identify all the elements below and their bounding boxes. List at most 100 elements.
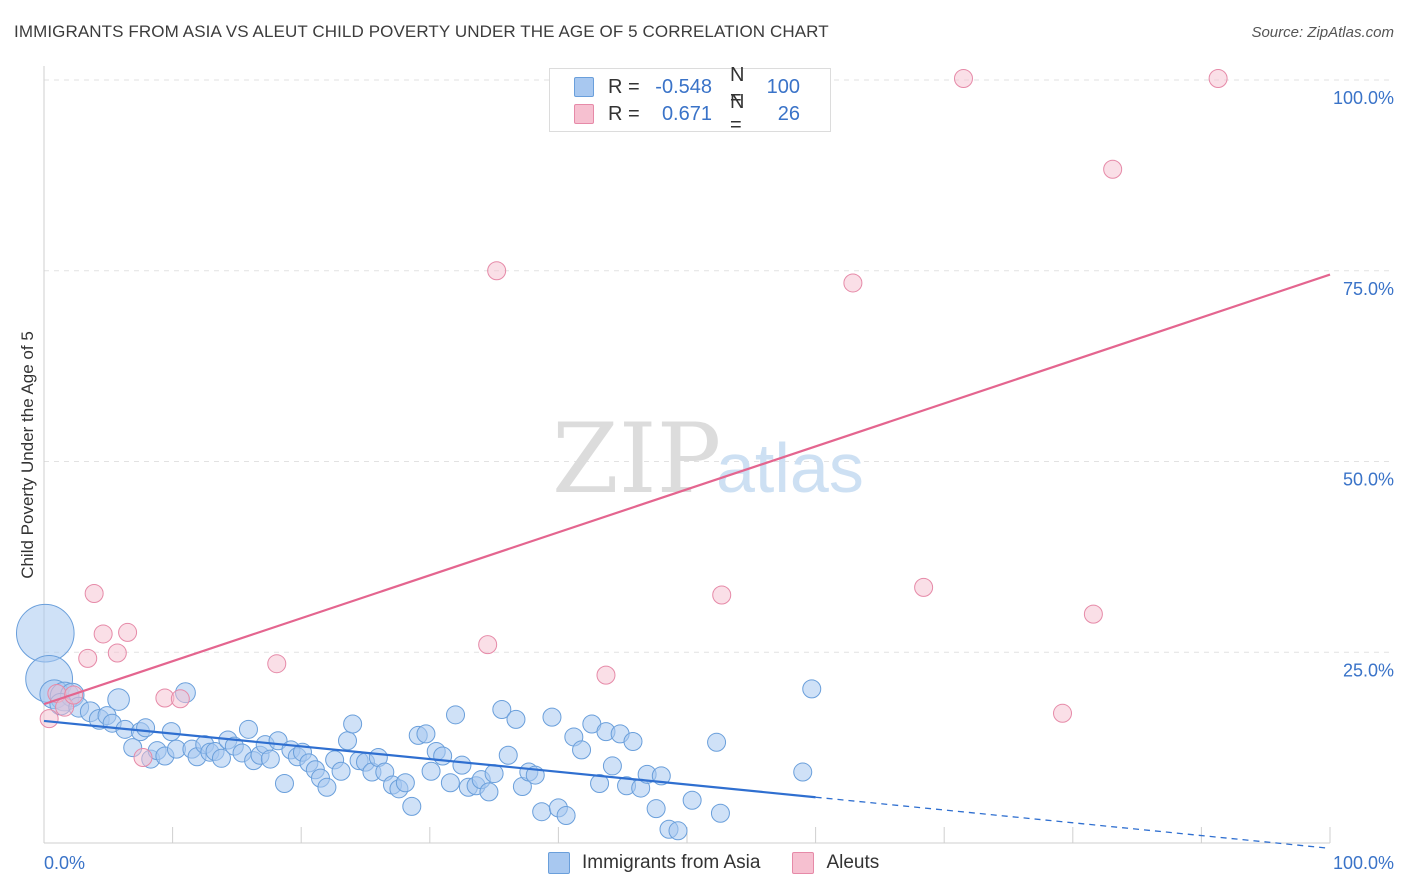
asia-point bbox=[440, 773, 460, 793]
asia-point bbox=[274, 773, 294, 793]
aleut-legend-label: Aleuts bbox=[826, 852, 880, 873]
asia-point bbox=[646, 799, 666, 819]
n-label: N = bbox=[730, 64, 745, 109]
aleut-point bbox=[1053, 703, 1073, 723]
asia-r-value: -0.548 bbox=[655, 75, 712, 98]
x-tick-label-min: 0.0% bbox=[44, 853, 85, 873]
aleut-point bbox=[914, 577, 934, 597]
asia-point bbox=[395, 773, 415, 793]
legend-item-asia[interactable]: Immigrants from Asia bbox=[548, 852, 760, 874]
asia-legend-swatch bbox=[548, 852, 570, 874]
asia-point bbox=[506, 709, 526, 729]
aleut-point bbox=[267, 654, 287, 674]
aleut-trend-line bbox=[43, 273, 1331, 706]
watermark-atlas: atlas bbox=[716, 429, 864, 507]
aleut-point bbox=[1083, 604, 1103, 624]
asia-point bbox=[107, 688, 130, 711]
aleut-swatch bbox=[574, 104, 594, 124]
asia-point bbox=[238, 719, 258, 739]
asia-point bbox=[532, 802, 552, 822]
aleut-r-value: 0.671 bbox=[661, 102, 712, 125]
chart-title: IMMIGRANTS FROM ASIA VS ALEUT CHILD POVE… bbox=[14, 22, 829, 41]
n-label: N = bbox=[730, 91, 745, 136]
asia-point bbox=[211, 748, 231, 768]
aleut-point bbox=[712, 585, 732, 605]
aleut-point bbox=[1103, 159, 1123, 179]
asia-point bbox=[161, 722, 181, 742]
gridlines bbox=[44, 79, 1394, 653]
asia-point bbox=[452, 755, 472, 775]
trend-lines bbox=[43, 273, 1331, 849]
asia-point bbox=[317, 777, 337, 797]
asia-point bbox=[498, 745, 518, 765]
asia-point bbox=[572, 740, 592, 760]
aleut-point bbox=[478, 635, 498, 655]
aleut-point bbox=[133, 748, 153, 768]
asia-point bbox=[421, 761, 441, 781]
asia-point bbox=[260, 749, 280, 769]
series-immigrants-from-asia bbox=[15, 603, 822, 841]
asia-swatch bbox=[574, 77, 594, 97]
asia-point bbox=[602, 756, 622, 776]
asia-point bbox=[710, 803, 730, 823]
asia-legend-label: Immigrants from Asia bbox=[582, 852, 761, 873]
aleut-point bbox=[78, 648, 98, 668]
asia-point bbox=[433, 746, 453, 766]
watermark: ZIP atlas bbox=[552, 403, 864, 515]
series-legend: Immigrants from Asia Aleuts bbox=[548, 852, 911, 874]
y-tick-label: 50.0% bbox=[1343, 470, 1394, 490]
asia-point bbox=[668, 821, 688, 841]
stats-row-asia: R = -0.548 N = 100 bbox=[574, 64, 800, 109]
aleut-point bbox=[39, 709, 59, 729]
watermark-zip: ZIP bbox=[552, 403, 721, 515]
aleut-point bbox=[487, 261, 507, 281]
asia-point bbox=[337, 731, 357, 751]
asia-point bbox=[707, 732, 727, 752]
asia-point bbox=[590, 773, 610, 793]
aleut-point bbox=[843, 273, 863, 293]
aleut-point bbox=[93, 624, 113, 644]
r-label: R = bbox=[608, 102, 640, 125]
asia-point bbox=[542, 707, 562, 727]
asia-point bbox=[416, 724, 436, 744]
aleut-n-value: 26 bbox=[777, 102, 800, 125]
aleut-point bbox=[118, 622, 138, 642]
y-tick-label: 75.0% bbox=[1343, 279, 1394, 299]
r-label: R = bbox=[608, 75, 640, 98]
asia-point bbox=[651, 766, 671, 786]
aleut-point bbox=[84, 583, 104, 603]
x-tick-label-max: 100.0% bbox=[1333, 853, 1394, 873]
asia-point bbox=[793, 762, 813, 782]
aleut-point bbox=[1208, 68, 1228, 88]
legend-item-aleuts[interactable]: Aleuts bbox=[792, 852, 879, 874]
asia-point bbox=[682, 790, 702, 810]
aleut-legend-swatch bbox=[792, 852, 815, 874]
asia-point bbox=[623, 732, 643, 752]
aleut-point bbox=[596, 665, 616, 685]
asia-point bbox=[343, 714, 363, 734]
asia-n-value: 100 bbox=[766, 75, 800, 98]
asia-point bbox=[15, 603, 75, 663]
asia-point bbox=[136, 718, 156, 738]
y-tick-label: 25.0% bbox=[1343, 660, 1394, 680]
aleut-point bbox=[170, 689, 190, 709]
aleut-point bbox=[107, 643, 127, 663]
stats-legend: R = -0.548 N = 100 R = 0.671 N = 26 bbox=[549, 64, 831, 136]
asia-point bbox=[492, 699, 512, 719]
asia-point bbox=[331, 761, 351, 781]
asia-trend-extension bbox=[815, 796, 1331, 849]
asia-point bbox=[446, 705, 466, 725]
asia-point bbox=[402, 796, 422, 816]
y-axis-label: Child Poverty Under the Age of 5 bbox=[18, 331, 37, 579]
source-credit: Source: ZipAtlas.com bbox=[1251, 24, 1394, 41]
asia-trend-line bbox=[43, 719, 816, 799]
asia-point bbox=[484, 764, 504, 784]
y-tick-label: 100.0% bbox=[1333, 88, 1394, 108]
aleut-point bbox=[953, 68, 973, 88]
asia-point bbox=[479, 782, 499, 802]
asia-point bbox=[556, 806, 576, 826]
tick-labels: 25.0% 50.0% 75.0% 100.0% 0.0% 100.0% bbox=[44, 88, 1394, 873]
stats-row-aleut: R = 0.671 N = 26 bbox=[574, 91, 800, 136]
asia-point bbox=[802, 679, 822, 699]
